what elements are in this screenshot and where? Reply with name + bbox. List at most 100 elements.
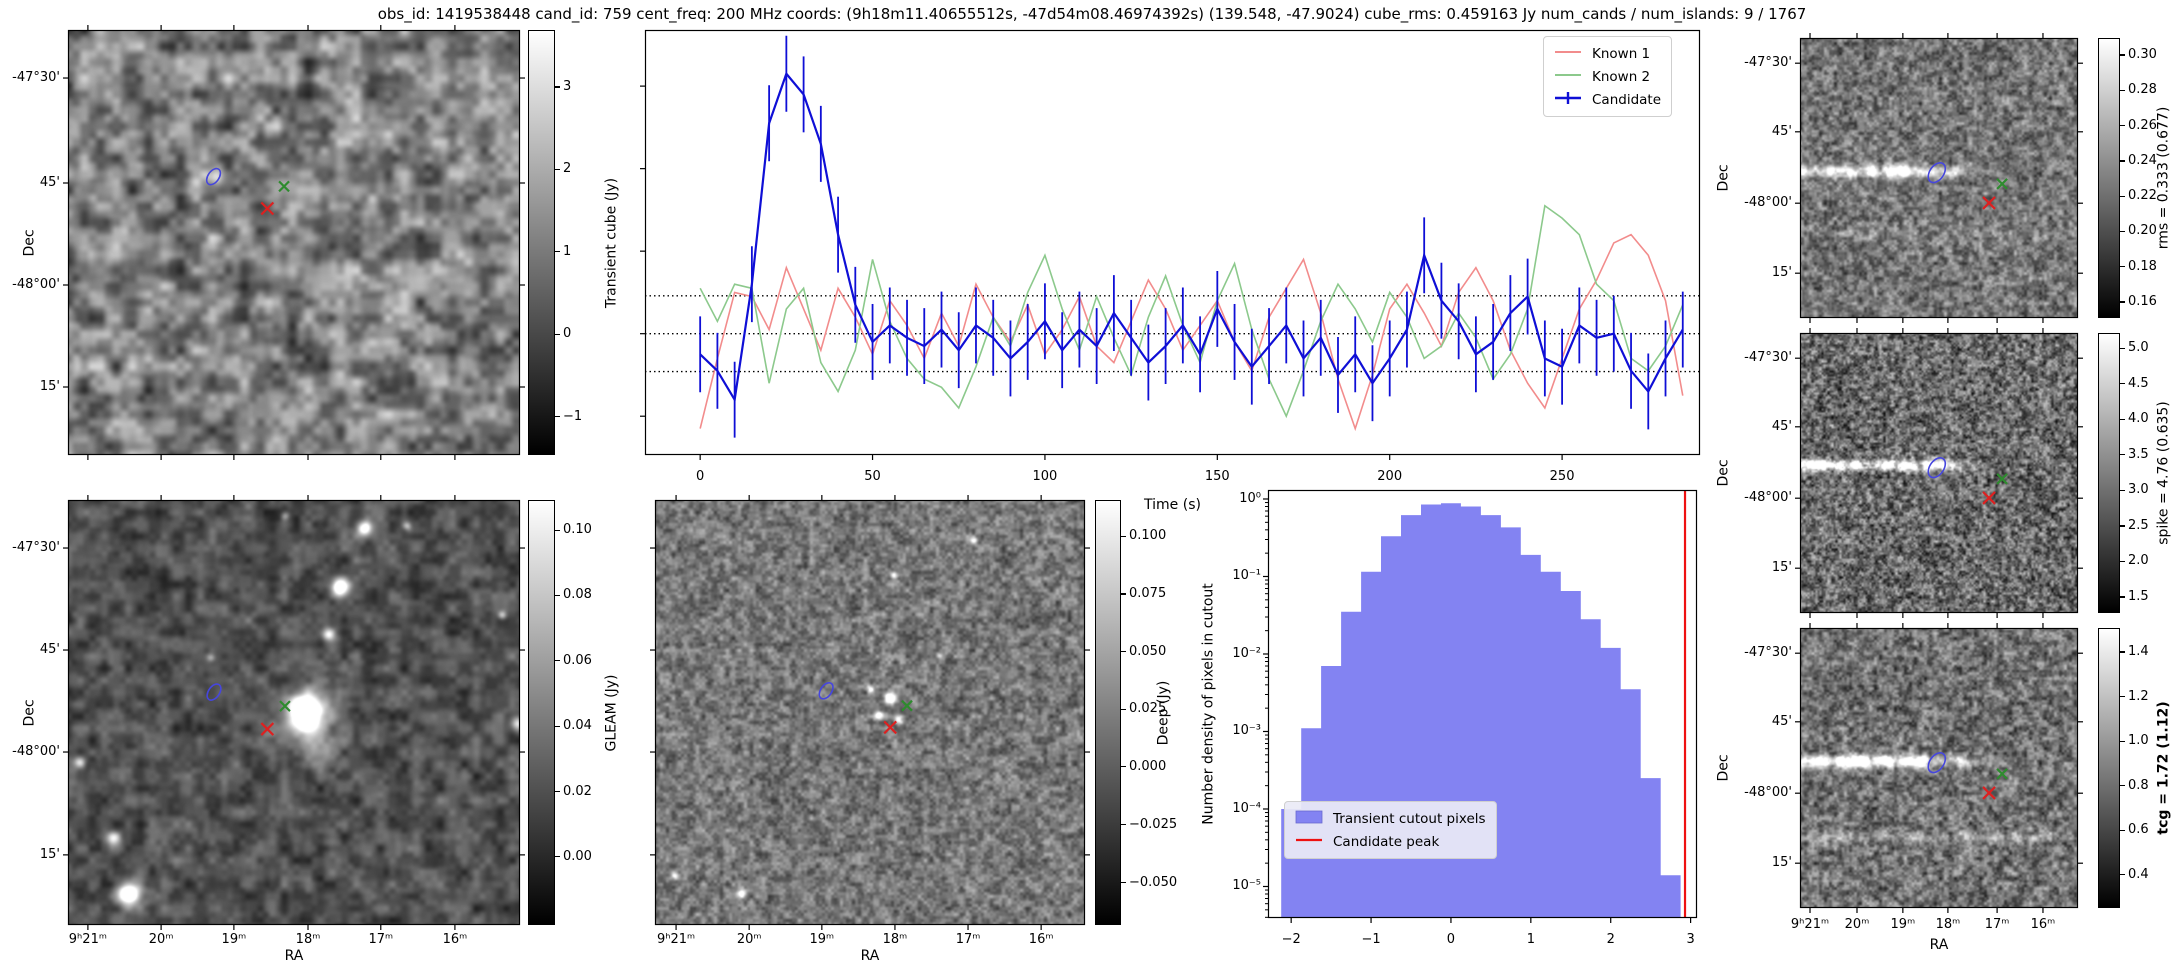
colorbar-tick	[1121, 651, 1126, 653]
colorbar-tick-label: 0.02	[563, 783, 592, 799]
legend-item: Transient cutout pixels	[1295, 807, 1486, 830]
colorbar-tick	[2120, 525, 2125, 527]
ra-tick-label: 16ᵐ	[2030, 917, 2056, 932]
colorbar-tick	[2120, 383, 2125, 385]
gleam-overlay	[63, 495, 525, 930]
dec-tick-label: 45'	[1771, 418, 1792, 434]
colorbar-tick-label: 2.0	[2128, 553, 2149, 569]
ra-axis-label: RA	[1929, 937, 1949, 953]
known-source-x-marker	[1996, 473, 2008, 485]
panel-border	[1799, 37, 2079, 319]
colorbar-tick	[555, 725, 560, 727]
colorbar-tick	[555, 86, 560, 88]
colorbar-tick	[2120, 874, 2125, 876]
figure-title: obs_id: 1419538448 cand_id: 759 cent_fre…	[377, 5, 1807, 23]
colorbar-tick	[555, 855, 560, 858]
colorbar-tick-label: 0.26	[2128, 117, 2157, 133]
panel-border	[67, 29, 521, 456]
deep-noise-image	[655, 500, 1085, 925]
tcg-noise-image	[1800, 628, 2078, 908]
legend-label: Candidate	[1592, 91, 1662, 108]
colorbar-tick	[555, 594, 560, 596]
dec-tick-label: -48°00'	[12, 743, 60, 759]
dec-tick-label: 45'	[1771, 713, 1792, 729]
x-tick-label: 250	[1549, 469, 1575, 484]
known-source-x-marker	[279, 700, 291, 712]
colorbar-tick-label: 5.0	[2128, 339, 2149, 355]
colorbar-tick	[2120, 740, 2125, 742]
deep-overlay	[650, 495, 1090, 930]
candidate-ellipse-marker	[818, 682, 834, 700]
x-tick-label: 3	[1686, 932, 1695, 947]
colorbar-tick	[2120, 454, 2125, 456]
dec-tick-label: -47°30'	[1744, 350, 1792, 366]
known-source-x-marker	[278, 180, 290, 193]
colorbar-tick-label: 0.050	[1129, 643, 1167, 659]
ra-tick-label: 19ᵐ	[1890, 917, 1916, 932]
candidate-position-x-marker	[883, 720, 897, 735]
dec-axis-label: Dec	[1715, 754, 1732, 782]
spike-noise-image	[1800, 333, 2078, 613]
colorbar-tick-label: 0.100	[1129, 527, 1167, 543]
colorbar-tick	[2120, 560, 2125, 563]
ra-axis-label: RA	[284, 948, 304, 960]
colorbar-tick	[2120, 696, 2125, 698]
light-curve-legend: Known 1 Known 2 Candidate	[1543, 36, 1673, 117]
legend-item: Candidate peak	[1295, 830, 1486, 853]
dec-tick-label: 45'	[1771, 123, 1792, 139]
histogram-legend: Transient cutout pixels Candidate peak	[1284, 801, 1497, 859]
colorbar-tick	[2120, 54, 2125, 56]
panel-border	[1799, 332, 2079, 614]
colorbar-tick-label: 0.16	[2128, 293, 2157, 309]
x-tick-label: 2	[1606, 932, 1615, 947]
candidate-position-x-marker	[260, 722, 275, 736]
dec-axis-label: Dec	[21, 228, 38, 257]
dec-axis-label: Dec	[1715, 459, 1732, 487]
colorbar-tick	[2120, 195, 2125, 197]
candidate-ellipse-marker	[1927, 457, 1947, 479]
dec-tick-label: 15'	[1771, 265, 1792, 281]
colorbar-tick-label: 0.10	[563, 522, 592, 538]
dec-tick-label: -47°30'	[12, 69, 60, 85]
colorbar-tick	[2120, 89, 2125, 91]
colorbar-tick	[555, 790, 560, 793]
colorbar-tick-label: 0.4	[2128, 866, 2149, 882]
y-tick-label: 10⁻⁵	[1232, 878, 1261, 894]
colorbar-tick-label: 0.28	[2128, 82, 2157, 98]
spike-colorbar-label: spike = 4.76 (0.635)	[2155, 401, 2172, 545]
legend-swatch	[1554, 68, 1582, 86]
colorbar-tick	[2120, 596, 2125, 598]
dec-tick-label: -48°00'	[1744, 490, 1792, 506]
dec-tick-label: -48°00'	[12, 276, 60, 292]
colorbar-tick	[2120, 266, 2125, 268]
line-swatch-icon	[1555, 73, 1581, 76]
transient-colorbar	[528, 30, 555, 455]
transient-overlay	[63, 25, 525, 460]
colorbar-tick	[1121, 766, 1126, 768]
plot-border	[644, 29, 1701, 456]
legend-label: Known 2	[1592, 68, 1651, 85]
dec-tick-label: -47°30'	[1744, 645, 1792, 661]
x-tick-label: 0	[696, 469, 705, 484]
errorbar-swatch-icon	[1555, 91, 1581, 104]
plot-border	[1267, 489, 1698, 919]
gleam-colorbar-label: GLEAM (Jy)	[603, 674, 620, 751]
ra-tick-label: 16ᵐ	[1028, 932, 1054, 947]
ra-axis-label: RA	[860, 948, 880, 960]
ra-tick-label: 17ᵐ	[1984, 917, 2010, 932]
deep-colorbar	[1095, 500, 1121, 925]
colorbar-tick	[2120, 347, 2125, 349]
known-source-x-marker	[1996, 768, 2008, 780]
panel-border	[654, 499, 1086, 926]
legend-label: Transient cutout pixels	[1333, 810, 1486, 827]
colorbar-tick-label: 0.22	[2128, 188, 2157, 204]
ra-tick-label: 18ᵐ	[1935, 917, 1961, 932]
colorbar-tick-label: 0.06	[563, 652, 592, 668]
ra-tick-label: 9ʰ21ᵐ	[68, 932, 107, 947]
colorbar-tick	[2120, 125, 2125, 127]
x-tick-label: 0	[1446, 932, 1456, 947]
time-axis-label: Time (s)	[1144, 497, 1201, 513]
ra-tick-label: 19ᵐ	[221, 932, 247, 947]
legend-label: Known 1	[1592, 45, 1651, 62]
